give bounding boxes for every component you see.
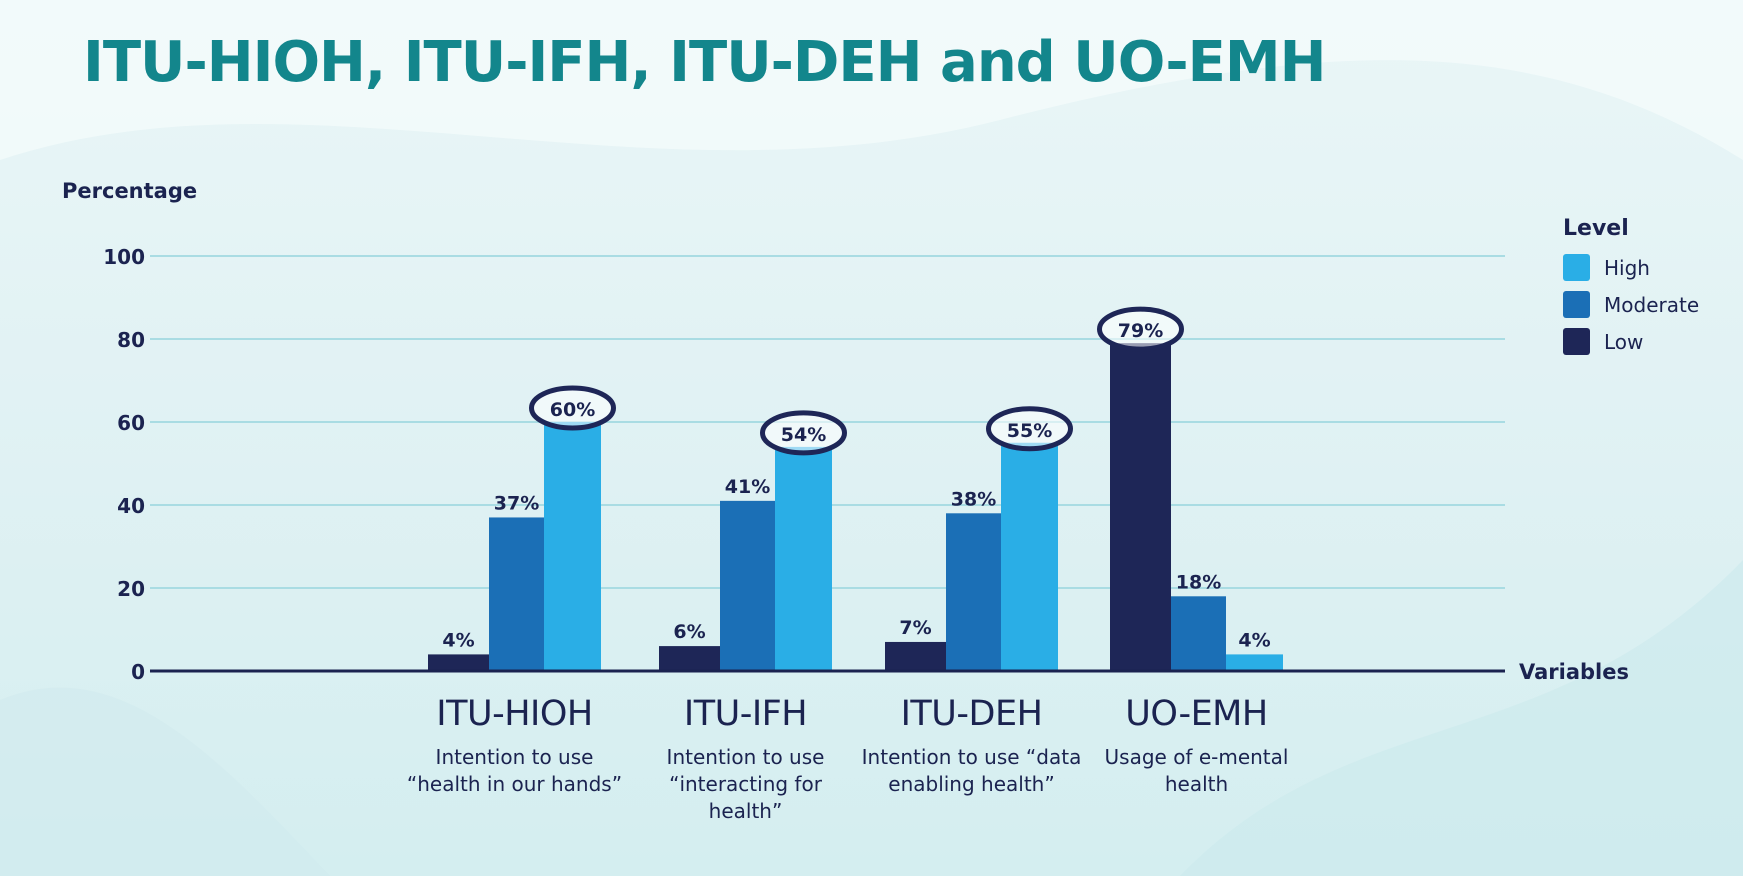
y-tick-label: 60 xyxy=(117,411,145,435)
highlight-ring xyxy=(1097,306,1184,352)
category-description: Intention to use “health in our hands” xyxy=(406,745,623,796)
category-label-block: ITU-DEH Intention to use “data enabling h… xyxy=(857,694,1087,798)
legend-item-high: High xyxy=(1563,249,1699,286)
data-label: 4% xyxy=(1238,629,1270,651)
bar-high xyxy=(775,446,832,671)
legend-label: Moderate xyxy=(1604,292,1700,317)
page-title: ITU-HIOH, ITU-IFH, ITU-DEH and UO-EMH xyxy=(83,30,1326,95)
y-axis-ticks: 0 20 40 60 80 100 xyxy=(103,245,145,684)
data-label: 18% xyxy=(1176,571,1221,593)
highlight-ring xyxy=(760,410,847,456)
data-label: 7% xyxy=(899,617,931,639)
bar-low xyxy=(659,646,720,671)
y-tick-label: 80 xyxy=(117,328,145,352)
category-description: Intention to use “data enabling health” xyxy=(861,745,1082,796)
category-label-block: ITU-HIOH Intention to use “health in our … xyxy=(400,694,630,798)
data-labels: 4% 37% 60% 6% 41% 54% 7% 38% 55% 79% 18% 4% xyxy=(442,306,1271,651)
bar-low xyxy=(428,654,489,671)
data-label: 54% xyxy=(781,424,826,446)
legend-label: Low xyxy=(1604,329,1644,354)
y-tick-label: 0 xyxy=(131,660,145,684)
legend-swatch xyxy=(1563,328,1590,355)
category-code: ITU-HIOH xyxy=(436,694,593,734)
bar-low xyxy=(1110,343,1171,671)
category-code: UO-EMH xyxy=(1125,694,1268,734)
legend: Level High Moderate Low xyxy=(1563,216,1699,360)
category-label-block: ITU-IFH Intention to use “interacting for… xyxy=(631,694,861,825)
data-label: 37% xyxy=(494,492,539,514)
x-axis-label: Variables xyxy=(1519,660,1629,684)
bars xyxy=(428,343,1283,671)
y-axis-label: Percentage xyxy=(62,179,197,203)
category-code: ITU-DEH xyxy=(900,694,1043,734)
bar-low xyxy=(885,641,946,671)
legend-swatch xyxy=(1563,291,1590,318)
legend-swatch xyxy=(1563,254,1590,281)
category-description: Usage of e-mental health xyxy=(1104,745,1289,796)
y-tick-label: 20 xyxy=(117,577,145,601)
data-label: 79% xyxy=(1118,320,1163,342)
data-label: 60% xyxy=(550,399,595,421)
legend-title: Level xyxy=(1563,216,1629,241)
highlight-ring xyxy=(529,385,616,431)
bar-high xyxy=(1001,442,1058,671)
category-code: ITU-IFH xyxy=(683,694,808,734)
legend-item-low: Low xyxy=(1563,323,1699,360)
bar-moderate xyxy=(946,513,1001,671)
bar-moderate xyxy=(1171,596,1226,671)
bar-moderate xyxy=(720,500,775,671)
bar-high xyxy=(1226,654,1283,671)
bar-moderate xyxy=(489,517,544,671)
data-label: 38% xyxy=(951,488,996,510)
legend-label: High xyxy=(1604,255,1650,280)
y-tick-label: 40 xyxy=(117,494,145,518)
highlight-ring xyxy=(986,406,1073,452)
category-label-block: UO-EMH Usage of e-mental health xyxy=(1082,694,1312,798)
bar-high xyxy=(544,422,601,671)
legend-items: High Moderate Low xyxy=(1563,249,1699,360)
data-label: 6% xyxy=(673,621,705,643)
data-label: 41% xyxy=(725,476,770,498)
data-label: 4% xyxy=(442,629,474,651)
category-description: Intention to use “interacting for health… xyxy=(666,745,825,823)
y-tick-label: 100 xyxy=(103,245,145,269)
data-label: 55% xyxy=(1007,420,1052,442)
legend-item-moderate: Moderate xyxy=(1563,286,1699,323)
